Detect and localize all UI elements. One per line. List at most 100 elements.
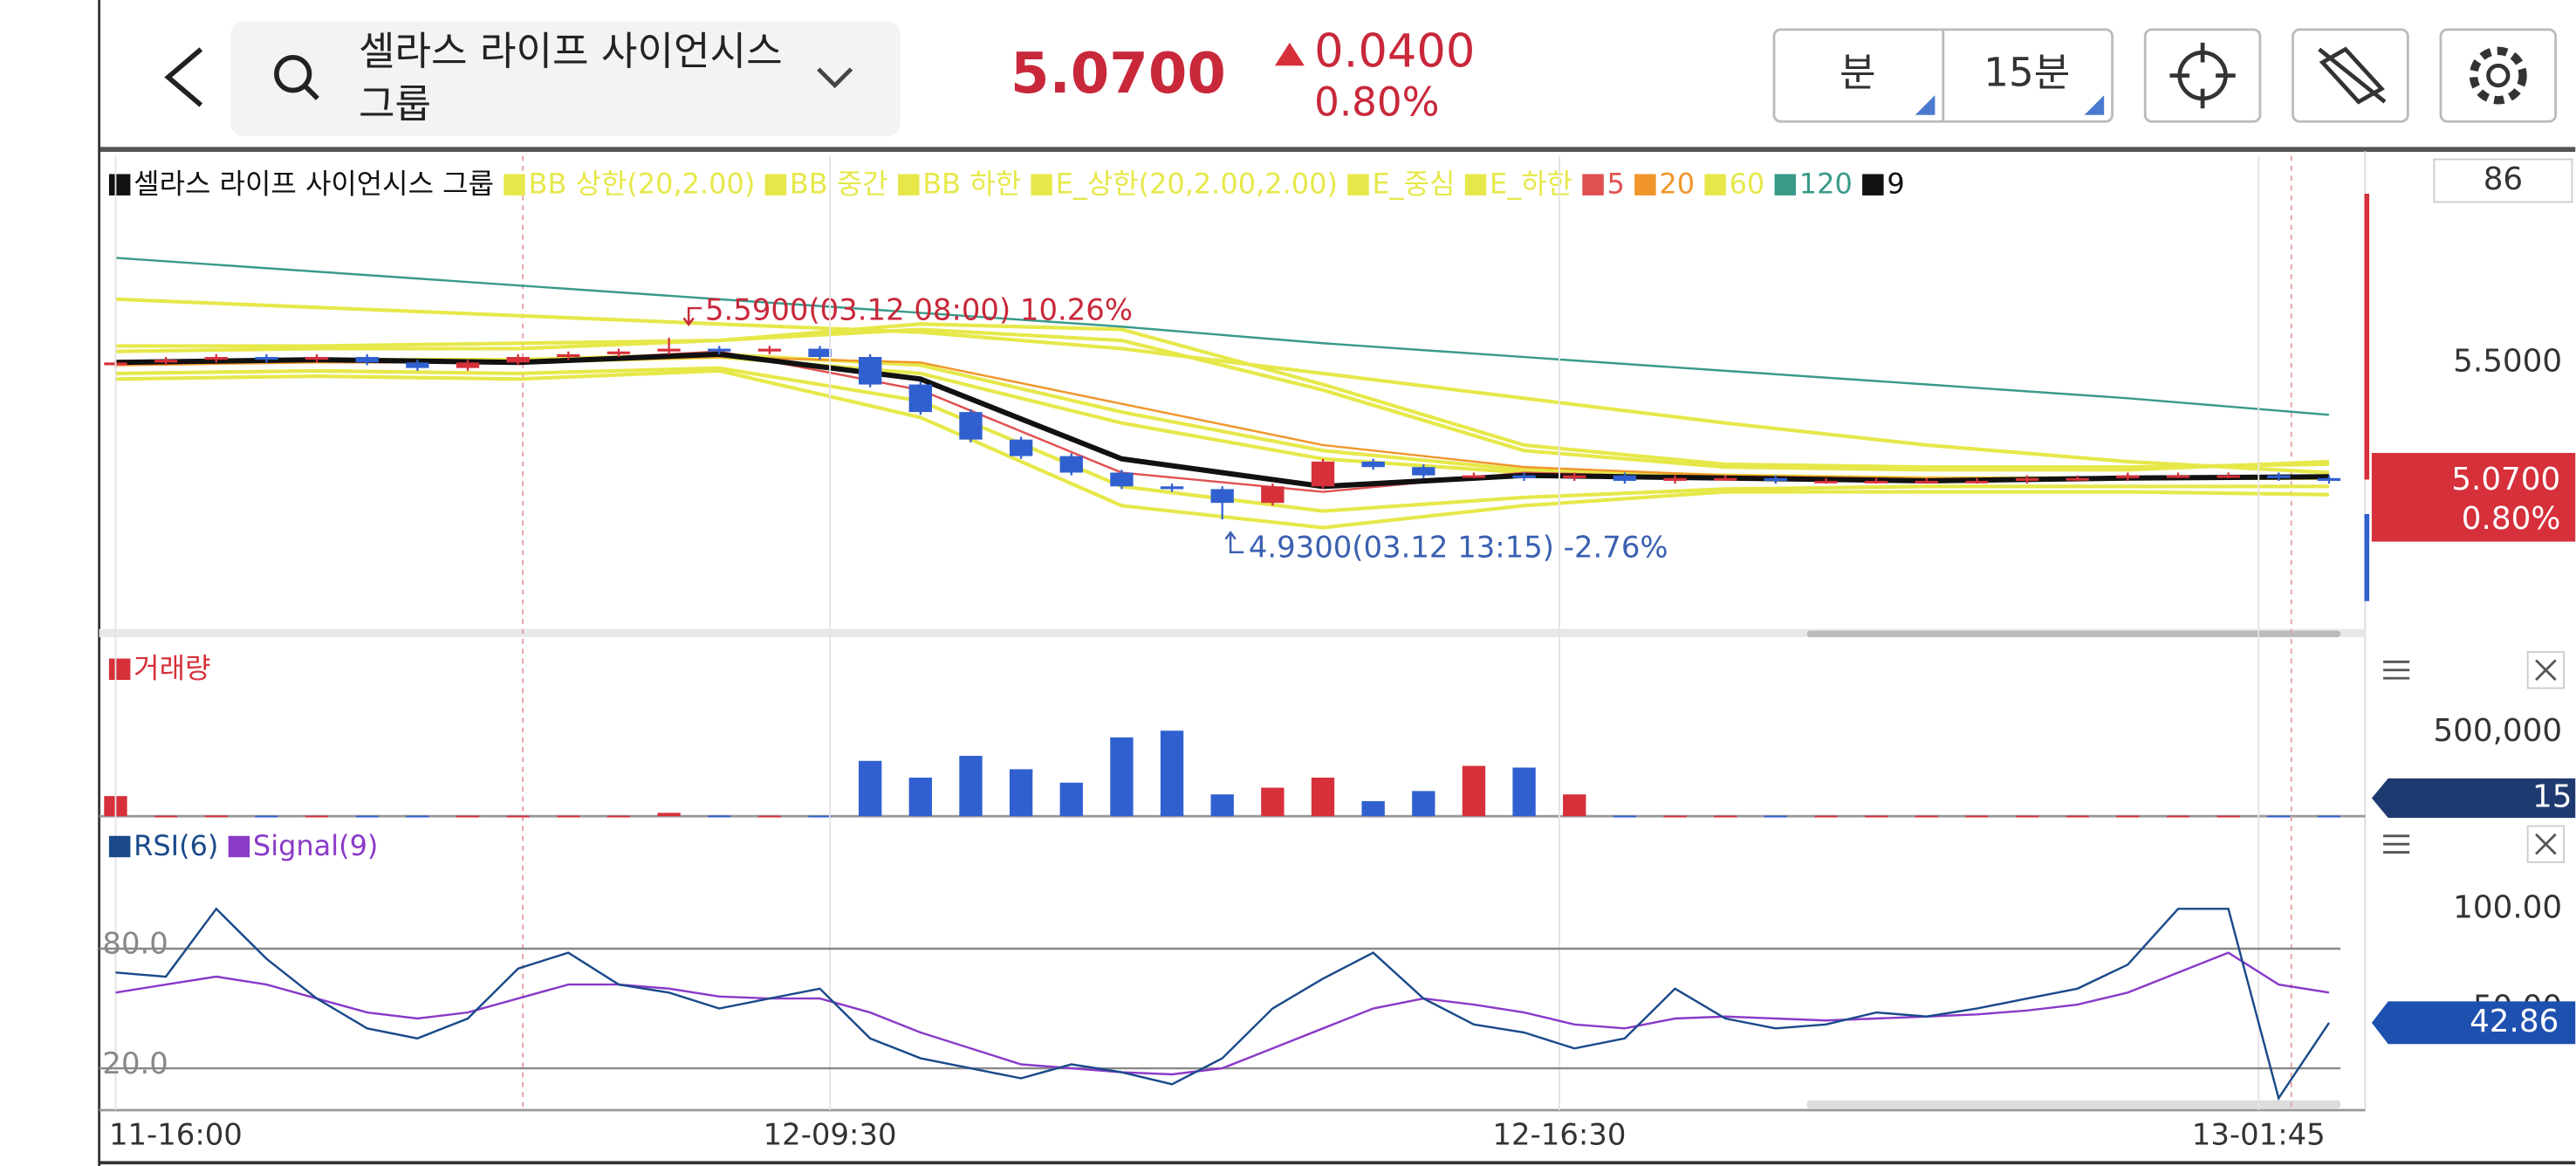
x-tick-label: 13-01:45 — [2192, 1118, 2326, 1152]
indicator-line — [115, 351, 2330, 490]
candle-body — [2015, 477, 2039, 481]
legend-swatch — [898, 174, 920, 195]
legend-label: BB 상한(20,2.00) — [529, 168, 756, 201]
volume-bar — [708, 815, 731, 818]
volume-bar — [2116, 815, 2140, 818]
legend-swatch — [504, 174, 525, 195]
candle-body — [2116, 475, 2140, 478]
x-tick-label: 12-09:30 — [764, 1118, 897, 1152]
period[interactable]: 15분 — [1983, 50, 2070, 96]
legend-label: 9 — [1887, 168, 1904, 201]
candle-body — [1261, 486, 1285, 504]
legend-label: E_중심 — [1372, 168, 1455, 201]
volume-bar — [506, 815, 530, 818]
volume-bar — [1965, 815, 1989, 818]
candle-body — [1412, 467, 1435, 476]
back-button[interactable] — [164, 47, 203, 107]
legend-swatch — [1774, 174, 1797, 195]
candle-body — [1462, 475, 1486, 478]
menu-icon[interactable] — [2383, 660, 2410, 680]
legend-label: BB 중간 — [790, 168, 888, 201]
volume-bar — [1915, 815, 1938, 818]
indicator-line — [115, 297, 2330, 475]
legend-label: 거래량 — [134, 652, 210, 685]
volume-bar — [355, 815, 379, 818]
volume-bar — [2317, 815, 2341, 818]
candle-body — [1009, 439, 1033, 456]
current-price: 5.0700 — [1011, 42, 1226, 106]
volume-bar — [1764, 815, 1788, 818]
search-box[interactable] — [230, 21, 901, 137]
candle-body — [2166, 475, 2190, 478]
candle-body — [757, 348, 782, 352]
volume-bar — [406, 815, 429, 818]
candle-body — [2317, 477, 2341, 481]
candle-body — [1059, 456, 1083, 473]
legend-label: RSI(6) — [134, 829, 218, 862]
settings-icon — [2486, 63, 2511, 88]
volume-bar — [1613, 815, 1637, 818]
volume-bar — [1814, 815, 1838, 818]
candle-body — [708, 348, 731, 352]
legend-label: 5 — [1607, 168, 1625, 201]
volume-bar — [859, 760, 882, 817]
volume-bar — [1160, 730, 1184, 817]
scrollbar[interactable] — [1806, 1100, 2341, 1109]
candle-body — [2066, 477, 2089, 481]
legend-swatch — [1634, 174, 1656, 195]
corner-mark — [1915, 95, 1935, 115]
volume-bar — [1864, 815, 1888, 818]
volume-bar — [1311, 778, 1335, 817]
volume-bar — [1512, 767, 1536, 817]
settings-button[interactable] — [2439, 28, 2558, 123]
menu-icon[interactable] — [2383, 834, 2410, 854]
candle-body — [204, 357, 228, 360]
search-icon — [302, 83, 319, 100]
min-arrow — [1224, 531, 1244, 553]
candle-body — [606, 351, 631, 354]
y-tick-label: 5.5000 — [2453, 343, 2562, 379]
crosshair-button[interactable] — [2143, 28, 2262, 123]
candle-body — [1160, 486, 1184, 490]
legend-label: Signal(9) — [253, 829, 378, 862]
legend-swatch — [1582, 174, 1604, 195]
volume-bar — [757, 815, 782, 818]
legend-label: BB 하한 — [922, 168, 1021, 201]
volume-bar — [1462, 765, 1486, 817]
candle-body — [255, 357, 278, 360]
candle-body — [657, 348, 681, 352]
volume-bar — [1110, 737, 1134, 817]
legend-swatch — [1347, 174, 1369, 195]
volume-bar — [1563, 794, 1586, 817]
candle-body — [1764, 477, 1788, 481]
level-label: 80.0 — [102, 927, 168, 961]
candle-body — [1864, 480, 1888, 484]
dropdown-icon[interactable] — [817, 67, 853, 89]
volume-bar — [1261, 787, 1285, 817]
search-icon — [274, 55, 312, 93]
scrollbar[interactable] — [1806, 630, 2341, 638]
period-unit[interactable]: 분 — [1840, 50, 1876, 96]
candle-body — [1814, 480, 1838, 484]
stock-name: 그룹 — [359, 80, 431, 127]
candle-body — [2267, 475, 2291, 478]
volume-bar — [1412, 791, 1435, 817]
legend-swatch — [108, 658, 131, 681]
x-tick-label: 11-16:00 — [109, 1118, 243, 1152]
candle-body — [2216, 475, 2240, 478]
volume-bar — [908, 778, 933, 817]
volume-bar — [255, 815, 278, 818]
volume-bar — [154, 815, 178, 818]
candle-body — [1361, 461, 1385, 468]
level-label: 20.0 — [102, 1046, 168, 1080]
volume-bar — [2216, 815, 2240, 818]
volume-bar — [1059, 782, 1083, 817]
y-tick-label: 500,000 — [2433, 713, 2562, 749]
close-icon — [2535, 833, 2557, 855]
corner-value: 86 — [2484, 161, 2524, 197]
change-percent: 0.80% — [1314, 79, 1439, 125]
candle-body — [808, 348, 832, 358]
last-rsi-label: 42.86 — [2470, 1004, 2559, 1039]
y-tick-label: 100.00 — [2453, 889, 2562, 925]
volume-bar — [204, 815, 228, 818]
